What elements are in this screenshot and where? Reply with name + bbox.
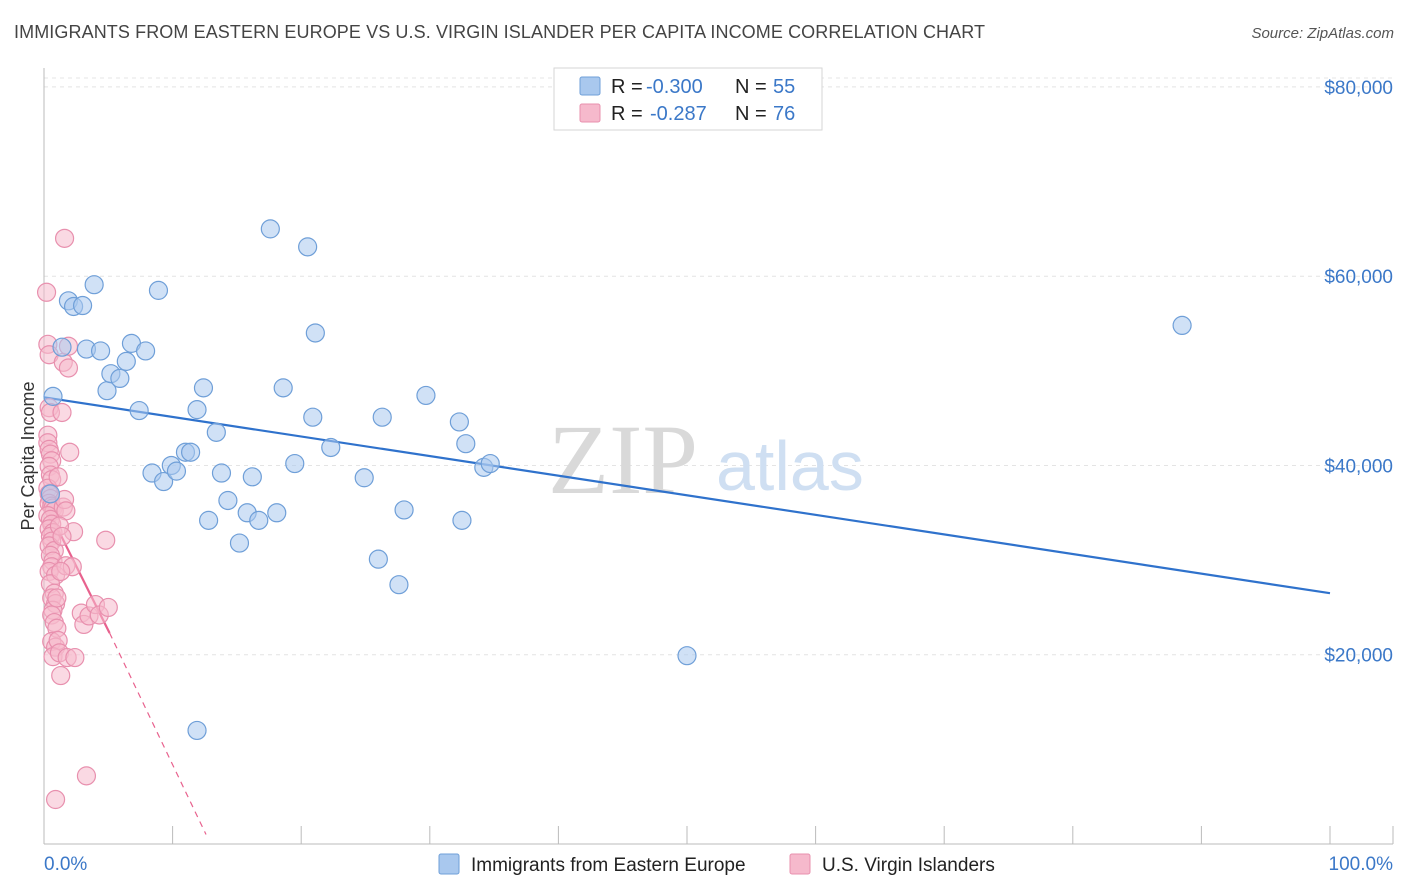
legend-n-value-pink: 76 (773, 103, 795, 125)
data-point-blue (110, 368, 130, 388)
data-point-blue (187, 720, 207, 741)
legend-n-value-blue: 55 (773, 76, 795, 98)
data-point-blue (148, 280, 169, 300)
data-point-blue (72, 295, 93, 316)
trend-line-pink-extension (109, 632, 207, 835)
legend-r-value-blue: -0.300 (646, 76, 703, 98)
series-legend: Immigrants from Eastern Europe U.S. Virg… (438, 853, 995, 876)
data-point-pink (65, 647, 85, 668)
data-point-blue (218, 490, 238, 511)
data-point-blue (368, 549, 388, 569)
y-tick-label: $60,000 (1324, 267, 1393, 288)
stats-legend: R = -0.300 N = 55 R = -0.287 N = 76 (553, 67, 823, 131)
data-point-blue (40, 484, 61, 504)
data-point-pink (45, 789, 66, 810)
data-point-blue (372, 407, 392, 427)
data-point-blue (1172, 315, 1192, 336)
data-point-blue (181, 442, 201, 462)
y-tick-label: $20,000 (1324, 646, 1393, 667)
data-point-blue (211, 463, 232, 483)
y-tick-label: $40,000 (1324, 456, 1393, 477)
legend-swatch-pink (579, 103, 601, 123)
data-point-blue (354, 468, 374, 488)
data-point-blue (153, 471, 174, 492)
data-point-blue (129, 400, 149, 421)
data-point-blue (84, 275, 104, 295)
data-point-pink (96, 530, 116, 550)
data-point-blue (206, 422, 226, 442)
data-point-blue (321, 437, 341, 458)
data-point-pink (51, 561, 71, 582)
y-ticks: $20,000 $40,000 $60,000 $80,000 (1324, 78, 1393, 667)
data-point-blue (303, 407, 323, 427)
series-us-virgin-islanders (36, 228, 118, 810)
series-legend-label-blue: Immigrants from Eastern Europe (471, 855, 746, 876)
data-point-pink (60, 442, 80, 462)
series-immigrants-eastern-europe (40, 219, 1192, 741)
data-point-blue (416, 385, 436, 406)
data-point-blue (285, 453, 305, 474)
data-point-blue (260, 219, 280, 239)
data-point-blue (452, 510, 472, 530)
data-point-blue (52, 337, 72, 357)
data-point-blue (193, 378, 214, 398)
legend-n-label-blue: N = (735, 76, 767, 98)
data-point-pink (52, 402, 72, 423)
data-point-blue (187, 400, 207, 420)
data-point-pink (52, 526, 72, 547)
legend-r-label-pink: R = (611, 103, 643, 125)
data-point-blue (199, 510, 219, 530)
data-point-blue (116, 351, 136, 371)
x-ticks (172, 826, 1394, 844)
data-point-pink (51, 665, 71, 686)
grid-lines (44, 77, 1393, 656)
data-point-blue (166, 461, 187, 481)
legend-swatch-blue (579, 76, 601, 96)
data-point-pink (98, 597, 118, 618)
y-tick-label: $80,000 (1324, 78, 1393, 99)
data-point-blue (229, 533, 250, 553)
data-point-blue (90, 341, 111, 361)
data-point-pink (54, 228, 75, 248)
data-point-blue (267, 503, 287, 523)
chart-title: IMMIGRANTS FROM EASTERN EUROPE VS U.S. V… (14, 22, 986, 42)
chart-source: Source: ZipAtlas.com (1251, 25, 1394, 42)
legend-r-value-pink: -0.287 (650, 103, 707, 125)
data-point-blue (389, 575, 409, 595)
data-point-blue (677, 646, 697, 666)
watermark-zip: ZIP (548, 404, 698, 515)
trend-line-blue (43, 396, 1331, 595)
y-axis-title: Per Capita Income (18, 381, 38, 530)
watermark: ZIP atlas (548, 404, 864, 515)
data-point-blue (480, 453, 500, 474)
x-tick-label-min: 0.0% (44, 854, 87, 875)
legend-r-label-blue: R = (611, 76, 643, 98)
data-point-blue (43, 386, 63, 406)
data-point-pink (36, 282, 57, 302)
watermark-atlas: atlas (716, 427, 864, 505)
data-point-blue (242, 467, 262, 487)
data-point-pink (58, 358, 79, 378)
series-legend-swatch-blue (438, 853, 460, 875)
x-tick-label-max: 100.0% (1329, 854, 1394, 875)
data-point-blue (298, 237, 318, 257)
data-point-pink (76, 766, 97, 786)
series-legend-label-pink: U.S. Virgin Islanders (822, 855, 995, 876)
legend-n-label-pink: N = (735, 103, 767, 125)
data-point-blue (273, 378, 293, 398)
data-point-pink (48, 467, 68, 487)
data-point-blue (305, 323, 325, 343)
series-legend-swatch-pink (789, 853, 811, 875)
data-point-blue (249, 510, 269, 530)
data-point-blue (394, 500, 414, 520)
data-point-blue (135, 341, 156, 361)
data-point-blue (456, 434, 476, 454)
data-point-blue (449, 412, 469, 432)
data-point-pink (47, 588, 67, 608)
